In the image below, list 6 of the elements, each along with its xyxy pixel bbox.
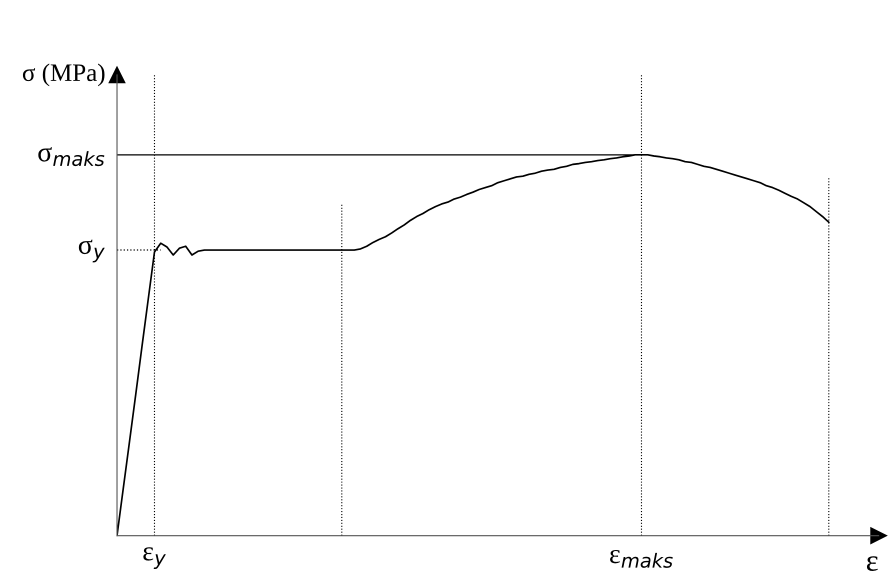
ref-line-label: σ$_{maks}$: [38, 147, 104, 166]
x-axis-title: ε: [866, 556, 878, 572]
ref-line-label: σ$_{y}$: [78, 240, 105, 262]
y-axis-title: σ (MPa): [22, 64, 104, 86]
x-tick-label: ε$_{maks}$: [610, 550, 673, 568]
x-tick-label: ε$_{y}$: [143, 547, 166, 569]
